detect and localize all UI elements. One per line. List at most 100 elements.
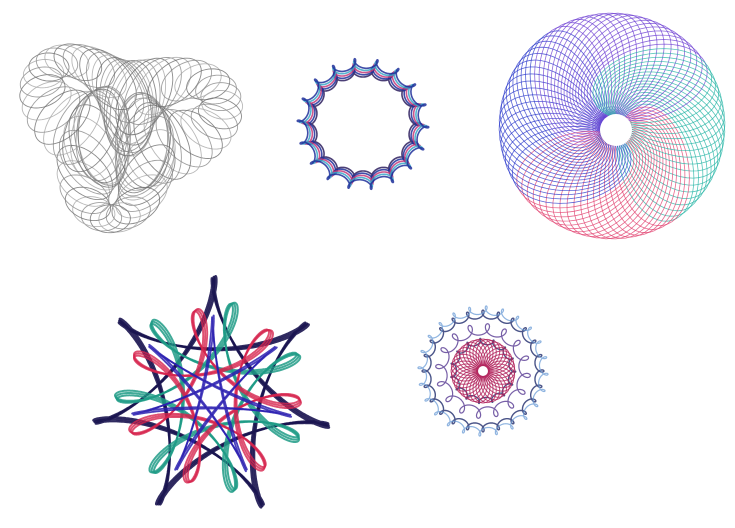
ring-loop: [619, 89, 716, 193]
ring-loop: [618, 86, 719, 186]
trefoil-loop: [80, 202, 123, 232]
star-red-strand: [128, 308, 302, 484]
ring-loop: [498, 101, 616, 181]
ring-loop: [532, 133, 644, 222]
ring-loop: [526, 133, 641, 218]
seven-point-star-spirograph: [80, 265, 350, 528]
trefoil-loop: [70, 86, 126, 178]
trefoil-loop: [155, 109, 213, 168]
ring-loop: [606, 68, 725, 145]
trefoil-loop: [134, 56, 192, 116]
trefoil-loop: [116, 92, 170, 189]
trefoil-loop: [34, 89, 91, 145]
star-blue-petal: [131, 314, 293, 473]
ring-loop: [539, 133, 646, 226]
ring-loop: [608, 112, 682, 234]
ring-loop: [508, 59, 605, 163]
ring-loop: [557, 12, 637, 130]
ring-loop: [598, 56, 720, 130]
flower-strand: [296, 57, 430, 191]
ring-loop: [512, 128, 632, 204]
trefoil-loop: [160, 59, 213, 102]
trefoil-loop: [116, 115, 174, 197]
ring-loop: [505, 66, 606, 166]
trefoil-loop: [28, 52, 70, 82]
ring-loop: [583, 34, 698, 119]
trefoil-loop: [19, 74, 66, 109]
trefoil-loop: [174, 63, 222, 100]
multi-ring-center-hole: [478, 366, 488, 376]
ring-loop: [512, 53, 605, 160]
multi-ring-svg: [417, 305, 549, 437]
ring-loop: [559, 130, 655, 235]
trefoil-loop: [115, 174, 168, 219]
trefoil-loop: [89, 204, 131, 234]
trefoil-loop: [109, 58, 167, 145]
multi-ring-spirograph: [355, 255, 615, 528]
ring-loop: [500, 112, 621, 188]
ring-loop: [608, 71, 726, 151]
ring-loop: [578, 26, 685, 119]
ring-loop: [538, 22, 613, 143]
trefoil-loop: [62, 44, 115, 89]
ring-loop: [503, 73, 608, 169]
seven-point-star-svg: [92, 275, 331, 509]
ring-loop: [613, 77, 725, 165]
ring-loop: [589, 43, 708, 121]
trefoil-loop: [195, 74, 237, 105]
ring-loop: [545, 133, 649, 230]
ring-loop: [575, 22, 679, 119]
trefoil-loop: [58, 129, 117, 195]
ring-loop: [572, 19, 672, 120]
trefoil-loop: [133, 102, 192, 180]
trefoil-loop: [56, 144, 113, 201]
ring-loop: [521, 132, 638, 213]
trefoil-loop: [35, 47, 79, 78]
ring-loop: [504, 122, 626, 196]
trefoil-loop: [186, 68, 231, 101]
ring-loop: [566, 15, 658, 123]
ring-loop: [554, 13, 631, 132]
trefoil-loop: [197, 97, 242, 130]
ring-loop: [595, 52, 716, 127]
ring-loop: [508, 125, 629, 200]
trefoil-loop: [43, 90, 102, 156]
ring-loop: [619, 94, 708, 206]
ring-loop: [587, 122, 667, 240]
ring-loop: [502, 118, 623, 191]
rainbow-ring-svg: [498, 12, 726, 240]
ring-loop: [603, 64, 724, 140]
trefoil-loop: [99, 58, 154, 153]
ring-center-hole: [600, 114, 632, 146]
ring-loop: [598, 117, 674, 238]
blue-flower-spirograph: [245, 0, 485, 250]
trefoil-loop: [75, 85, 130, 182]
ring-loop: [573, 127, 661, 239]
trefoil-loop: [103, 60, 157, 157]
star-outer-strand: [92, 275, 331, 509]
rainbow-ring-spirograph: [490, 0, 735, 250]
trefoil-loop: [62, 88, 120, 173]
trefoil-loop: [68, 104, 126, 188]
ring-loop: [516, 46, 605, 158]
trefoil-loop: [200, 82, 242, 112]
trefoil-loop: [96, 57, 152, 146]
trefoil-loop: [56, 160, 111, 207]
ring-loop: [619, 97, 704, 212]
outer-loop-strand: [421, 309, 545, 433]
ring-loop: [560, 12, 644, 127]
trefoil-loop: [26, 86, 81, 133]
ring-loop: [499, 107, 618, 184]
trefoil-loop: [168, 109, 223, 159]
trefoil-loop: [123, 56, 182, 125]
trefoil-loop: [143, 106, 202, 175]
ring-loop: [550, 14, 626, 135]
blue-flower-svg: [296, 57, 430, 191]
ring-loop: [604, 115, 677, 236]
trefoil-loop: [91, 54, 150, 136]
ring-loop: [580, 30, 692, 119]
trefoil-loop: [147, 57, 202, 107]
ring-loop: [569, 17, 665, 122]
ring-loop: [499, 87, 611, 175]
